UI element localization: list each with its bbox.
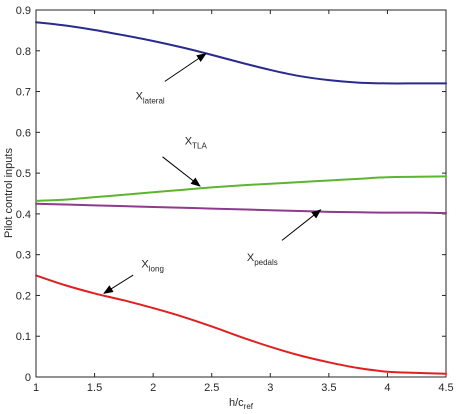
x-tick-label: 4.5 [438,382,453,394]
annotation-arrow [164,53,207,82]
x-tick-label: 4 [384,382,390,394]
annotation-label-pedals: Xpedals [247,252,278,267]
x-tick-label: 3 [267,382,273,394]
x-axis-title: h/cref [229,397,254,411]
annotation-label-tla: XTLA [185,136,208,151]
y-tick-label: 0 [25,372,31,384]
annotation-label-lateral: Xlateral [136,91,165,106]
y-tick-label: 0.7 [16,87,31,99]
axis-ticks: 1 1.5 2 2.5 3 3.5 4 4.5 0 0.1 0.2 0.3 0.4 0.5 0.6 0.7 0.… [16,5,454,394]
x-tick-label: 2 [150,382,156,394]
x-tick-label: 1 [33,382,39,394]
annotation-label-base: X [136,91,144,103]
y-tick-label: 0.8 [16,46,31,58]
annotation-arrow [162,156,201,187]
y-tick-label: 0.5 [16,168,31,180]
series-layer [35,21,447,375]
y-tick-label: 0.1 [16,331,31,343]
x-tick-label: 3.5 [321,382,336,394]
annotation-label-base: X [185,136,193,148]
annotation-arrow [281,209,322,241]
plot-area [35,9,447,378]
series-line-x-tla [35,175,447,202]
annotation-label-sub: lateral [143,97,165,106]
y-tick-label: 0.2 [16,290,31,302]
x-axis-title-main: h/c [229,397,244,409]
x-axis-title-sub: ref [244,402,254,411]
x-tick-label: 1.5 [87,382,102,394]
y-tick-label: 0.9 [16,5,31,17]
annotation-label-base: X [141,259,149,271]
annotation-label-sub: TLA [192,142,207,151]
annotation-label-sub: long [149,265,164,274]
annotation-label-sub: pedals [254,258,278,267]
annotation-label-long: Xlong [141,259,163,274]
y-tick-label: 0.6 [16,127,31,139]
series-line-x-lateral [35,21,447,85]
series-line-x-pedals [35,202,447,215]
annotation-label-base: X [247,252,255,264]
series-line-x-long [35,274,447,375]
y-tick-label: 0.3 [16,250,31,262]
x-tick-label: 2.5 [204,382,219,394]
y-tick-label: 0.4 [16,209,31,221]
y-axis-title: Pilot control inputs [3,148,15,238]
annotation-arrow [103,274,134,294]
